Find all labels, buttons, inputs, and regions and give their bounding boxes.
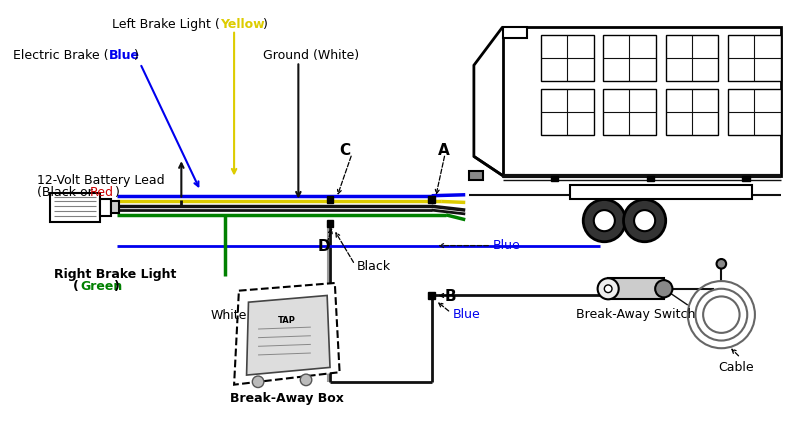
Text: TAP: TAP [278, 315, 296, 324]
Bar [666, 35, 718, 81]
Bar [469, 171, 483, 181]
Circle shape [583, 200, 626, 242]
Bar [603, 90, 656, 136]
Text: Blue: Blue [109, 49, 139, 62]
Bar [100, 199, 111, 216]
Circle shape [717, 259, 726, 269]
Text: Black: Black [357, 259, 391, 272]
Text: Left Brake Light (: Left Brake Light ( [112, 18, 220, 31]
Text: Break-Away Box: Break-Away Box [230, 391, 344, 404]
Bar [50, 193, 100, 222]
Text: ): ) [263, 18, 268, 31]
Bar [550, 176, 558, 182]
Text: ): ) [111, 186, 120, 199]
Circle shape [623, 200, 666, 242]
Bar [541, 35, 594, 81]
Text: Blue: Blue [453, 307, 481, 320]
Text: Yellow: Yellow [220, 18, 264, 31]
Text: C: C [340, 143, 350, 158]
Text: Right Brake Light: Right Brake Light [54, 267, 176, 280]
Circle shape [634, 210, 655, 232]
Text: B: B [445, 288, 457, 303]
Text: (Black or: (Black or [38, 186, 98, 199]
Text: White: White [210, 308, 246, 321]
Text: Break-Away Switch: Break-Away Switch [576, 307, 696, 320]
Bar [603, 35, 656, 81]
Text: Electric Brake (: Electric Brake ( [13, 49, 109, 62]
Text: Ground (White): Ground (White) [263, 49, 359, 62]
Bar [111, 202, 119, 213]
Bar [728, 35, 781, 81]
Text: Red: Red [90, 186, 114, 199]
Bar [326, 197, 334, 204]
Circle shape [300, 374, 312, 386]
Bar [326, 221, 334, 227]
Text: (: ( [73, 279, 79, 293]
Circle shape [594, 210, 615, 232]
Bar [728, 90, 781, 136]
Bar [742, 176, 750, 182]
Polygon shape [246, 296, 330, 375]
Polygon shape [234, 283, 340, 385]
Circle shape [604, 285, 612, 293]
Text: 12-Volt Battery Lead: 12-Volt Battery Lead [38, 173, 165, 186]
Bar [570, 186, 752, 199]
Bar [502, 28, 526, 39]
Bar [428, 197, 435, 204]
Bar [541, 90, 594, 136]
Bar [666, 90, 718, 136]
Text: D: D [318, 239, 330, 253]
Bar [502, 28, 781, 176]
Circle shape [655, 280, 673, 298]
Text: Cable: Cable [718, 360, 754, 373]
Text: A: A [438, 143, 449, 158]
Circle shape [252, 376, 264, 388]
Bar [608, 279, 664, 299]
Bar [428, 292, 435, 299]
Text: Green: Green [81, 279, 123, 293]
Circle shape [598, 279, 618, 299]
Bar [646, 176, 654, 182]
Text: ): ) [114, 279, 120, 293]
Text: ): ) [134, 49, 139, 62]
Text: Blue: Blue [493, 239, 521, 251]
